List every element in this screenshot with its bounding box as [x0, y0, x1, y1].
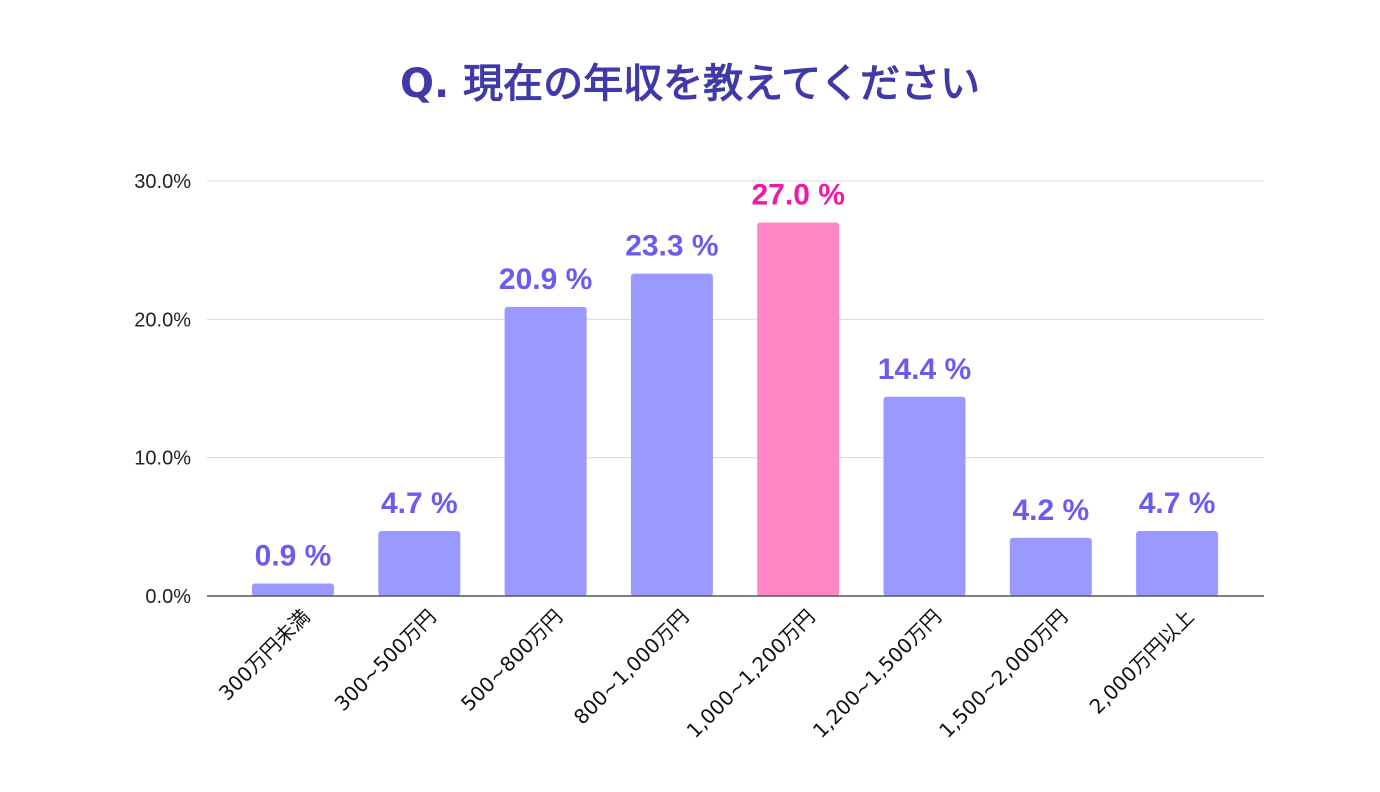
x-tick-label: 1,200~1,500万円 [808, 605, 946, 743]
data-label: 4.7 % [381, 487, 458, 520]
y-tick-label: 0.0% [145, 586, 191, 608]
x-tick-label: 500~800万円 [456, 605, 567, 716]
x-tick-label: 1,000~1,200万円 [682, 605, 820, 743]
bar [504, 306, 587, 596]
data-label: 4.2 % [1012, 494, 1089, 527]
x-axis-ticks: 300万円未満 300~500万円 500~800万円 800~1,000万円1,00… [214, 605, 1199, 743]
y-tick-label: 20.0% [134, 309, 191, 331]
data-label: 4.7 % [1139, 487, 1216, 520]
gridlines [207, 180, 1264, 459]
bar [883, 396, 966, 596]
data-label: 20.9 % [499, 263, 592, 296]
bar [757, 222, 840, 596]
y-axis-ticks: 0.0% 10.0% 20.0% 30.0% [134, 171, 191, 608]
chart-title: Q. 現在の年収を教えてください [400, 61, 980, 107]
data-label: 27.0 % [751, 179, 844, 212]
bar [630, 273, 713, 596]
x-tick-label: 2,000万円以上 [1085, 605, 1199, 719]
x-tick-label: 1,500~2,000万円 [934, 605, 1072, 743]
data-label: 14.4 % [878, 353, 971, 386]
x-tick-label: 300~500万円 [330, 605, 441, 716]
data-label: 0.9 % [255, 540, 332, 573]
bar [252, 583, 334, 596]
x-tick-label: 300万円未満 [214, 605, 315, 706]
data-label: 23.3 % [625, 230, 718, 263]
bar [378, 530, 461, 596]
bar [1009, 537, 1092, 596]
x-tick-label: 800~1,000万円 [569, 605, 694, 730]
data-labels: 0.9 % 4.7 % 20.9 % 23.3 % 27.0 % 14.4 % 4.2 % 4… [255, 179, 1216, 573]
bars [252, 222, 1219, 596]
y-tick-label: 30.0% [134, 171, 191, 193]
y-tick-label: 10.0% [134, 448, 191, 470]
bar [1136, 530, 1219, 596]
